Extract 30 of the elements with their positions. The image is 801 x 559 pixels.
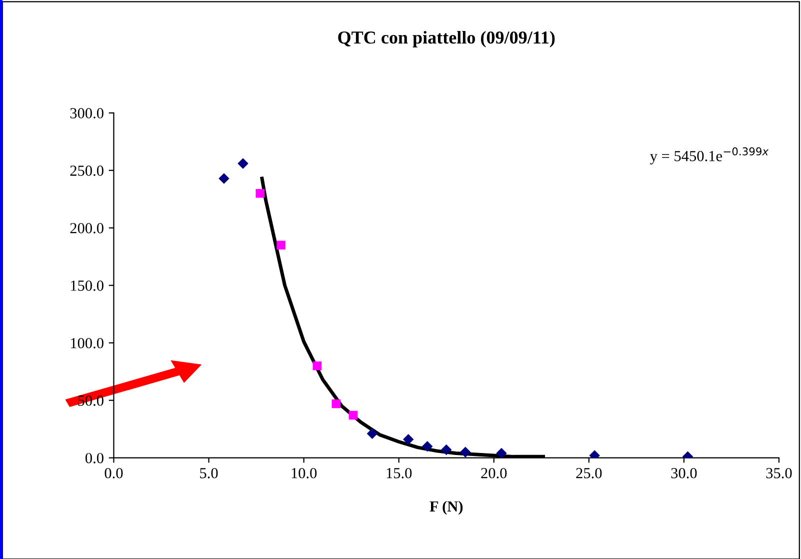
point bbox=[440, 444, 452, 456]
point bbox=[348, 410, 358, 420]
x-tick-label: 35.0 bbox=[766, 468, 792, 478]
annotation: y = 5450.1e$^{−0.399x}$ bbox=[650, 147, 769, 164]
x-tick-label: 10.0 bbox=[292, 468, 317, 478]
point bbox=[496, 448, 507, 458]
x-tick-label: 20.0 bbox=[481, 468, 507, 478]
point bbox=[422, 440, 433, 452]
y-tick-label: 100.0 bbox=[70, 338, 104, 348]
point bbox=[366, 428, 378, 440]
y-tick-label: 300.0 bbox=[70, 108, 104, 118]
x-tick-label: 5.0 bbox=[200, 468, 218, 478]
y-tick-label: 250.0 bbox=[70, 166, 104, 176]
point bbox=[460, 446, 471, 458]
x-tick-label: 0.0 bbox=[104, 468, 123, 478]
point bbox=[218, 173, 230, 184]
point bbox=[312, 361, 322, 370]
x-axis-title: F (N) bbox=[430, 500, 463, 515]
x-tick-label: 15.0 bbox=[386, 468, 412, 478]
x-tick-label: 30.0 bbox=[671, 468, 697, 478]
y-tick-label: 0.0 bbox=[86, 452, 104, 464]
y-tick-label: 200.0 bbox=[70, 223, 104, 234]
x-tick-label: 25.0 bbox=[576, 468, 602, 478]
point bbox=[276, 240, 286, 250]
point bbox=[256, 189, 264, 198]
point bbox=[238, 158, 248, 169]
point bbox=[402, 434, 414, 445]
y-tick-label: 150.0 bbox=[70, 280, 104, 291]
chart-title: QTC con piattello (09/09/11) bbox=[338, 30, 555, 48]
point bbox=[332, 399, 341, 408]
